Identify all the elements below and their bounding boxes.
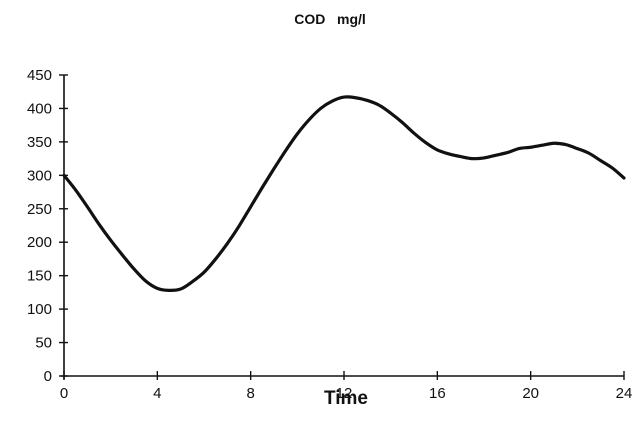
y-tick-label: 350 <box>27 134 52 151</box>
y-axis: 0 50 100 150 200 250 300 350 400 450 <box>27 67 68 385</box>
x-axis: 0 4 8 12 16 20 24 <box>60 371 633 402</box>
y-tick-label: 300 <box>27 167 52 184</box>
y-tick-label: 450 <box>27 67 52 84</box>
series-line <box>62 95 626 293</box>
x-tick-label: 8 <box>246 385 254 402</box>
chart-title: COD mg/l <box>294 11 366 27</box>
y-tick-label: 400 <box>27 100 52 117</box>
y-tick-label: 200 <box>27 234 52 251</box>
x-tick-label: 0 <box>60 385 68 402</box>
y-tick-label: 100 <box>27 301 52 318</box>
y-tick-label: 0 <box>44 368 52 385</box>
x-axis-label: Time <box>324 388 368 409</box>
y-tick-label: 250 <box>27 201 52 218</box>
x-tick-label: 20 <box>522 385 539 402</box>
x-tick-label: 24 <box>616 385 633 402</box>
y-tick-label: 50 <box>35 335 52 352</box>
x-tick-label: 12 <box>336 385 353 402</box>
x-tick-label: 16 <box>429 385 446 402</box>
x-tick-label: 4 <box>153 385 161 402</box>
y-tick-label: 150 <box>27 268 52 285</box>
